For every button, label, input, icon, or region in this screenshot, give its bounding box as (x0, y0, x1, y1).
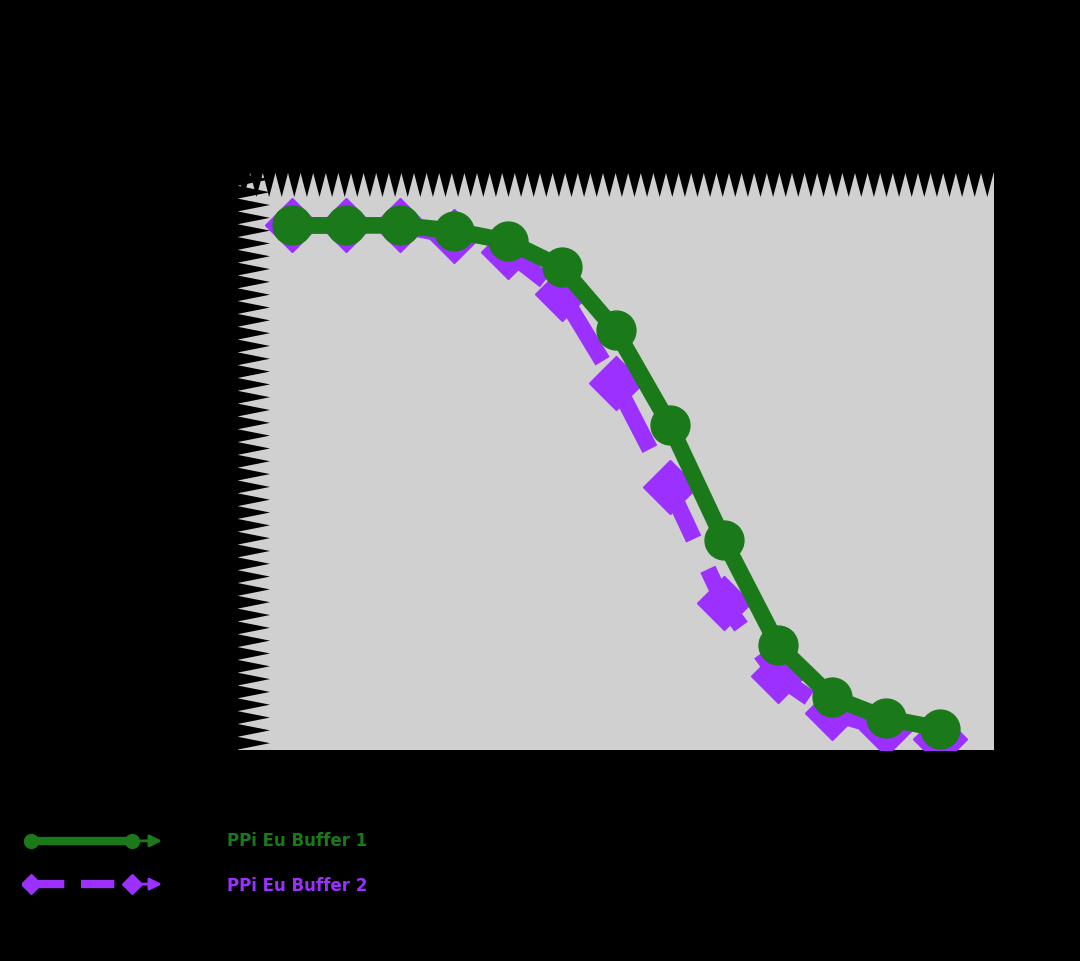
Text: Evaluation of the two PPi Eu buffers in protein/protein interaction assays: Evaluation of the two PPi Eu buffers in … (301, 141, 930, 157)
Text: PPi Eu Buffer 2: PPi Eu Buffer 2 (227, 877, 367, 895)
Text: PPi Eu Buffer 1: PPi Eu Buffer 1 (227, 832, 367, 850)
